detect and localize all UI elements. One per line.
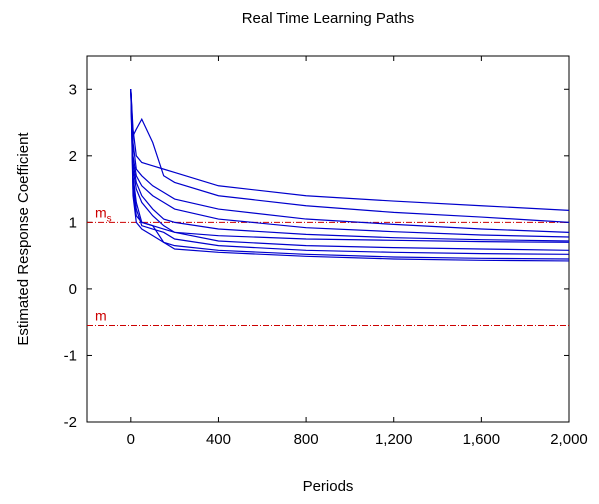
x-tick-label: 1,600 bbox=[463, 431, 501, 448]
series-line bbox=[130, 89, 570, 243]
series-line bbox=[130, 89, 570, 262]
x-axis-title: Periods bbox=[303, 478, 354, 495]
series-line bbox=[130, 89, 570, 238]
y-axis-title: Estimated Response Coefficient bbox=[15, 132, 32, 346]
x-tick-label: 2,000 bbox=[550, 431, 588, 448]
series-line bbox=[130, 89, 570, 255]
series-line bbox=[130, 89, 570, 223]
y-tick-label: 2 bbox=[69, 148, 77, 165]
y-tick-label: -1 bbox=[64, 347, 77, 364]
reference-label: m bbox=[95, 308, 107, 324]
series-line bbox=[130, 89, 570, 233]
reference-label: ms bbox=[95, 204, 112, 224]
series-line bbox=[130, 89, 570, 260]
x-tick-label: 0 bbox=[127, 431, 135, 448]
x-tick-label: 400 bbox=[206, 431, 231, 448]
reference-label-main: m bbox=[95, 308, 107, 324]
plot-frame bbox=[86, 55, 570, 423]
y-tick-label: 1 bbox=[69, 214, 77, 231]
y-tick-label: 3 bbox=[69, 81, 77, 98]
x-tick-label: 800 bbox=[294, 431, 319, 448]
y-tick-label: -2 bbox=[64, 414, 77, 431]
reference-label-main: m bbox=[95, 204, 107, 220]
series-line bbox=[130, 89, 570, 251]
x-tick-label: 1,200 bbox=[375, 431, 413, 448]
y-tick-label: 0 bbox=[69, 281, 77, 298]
series-line bbox=[130, 89, 570, 211]
reference-label-sub: s bbox=[107, 213, 112, 224]
chart-title: Real Time Learning Paths bbox=[242, 10, 415, 27]
series-line bbox=[130, 89, 570, 242]
